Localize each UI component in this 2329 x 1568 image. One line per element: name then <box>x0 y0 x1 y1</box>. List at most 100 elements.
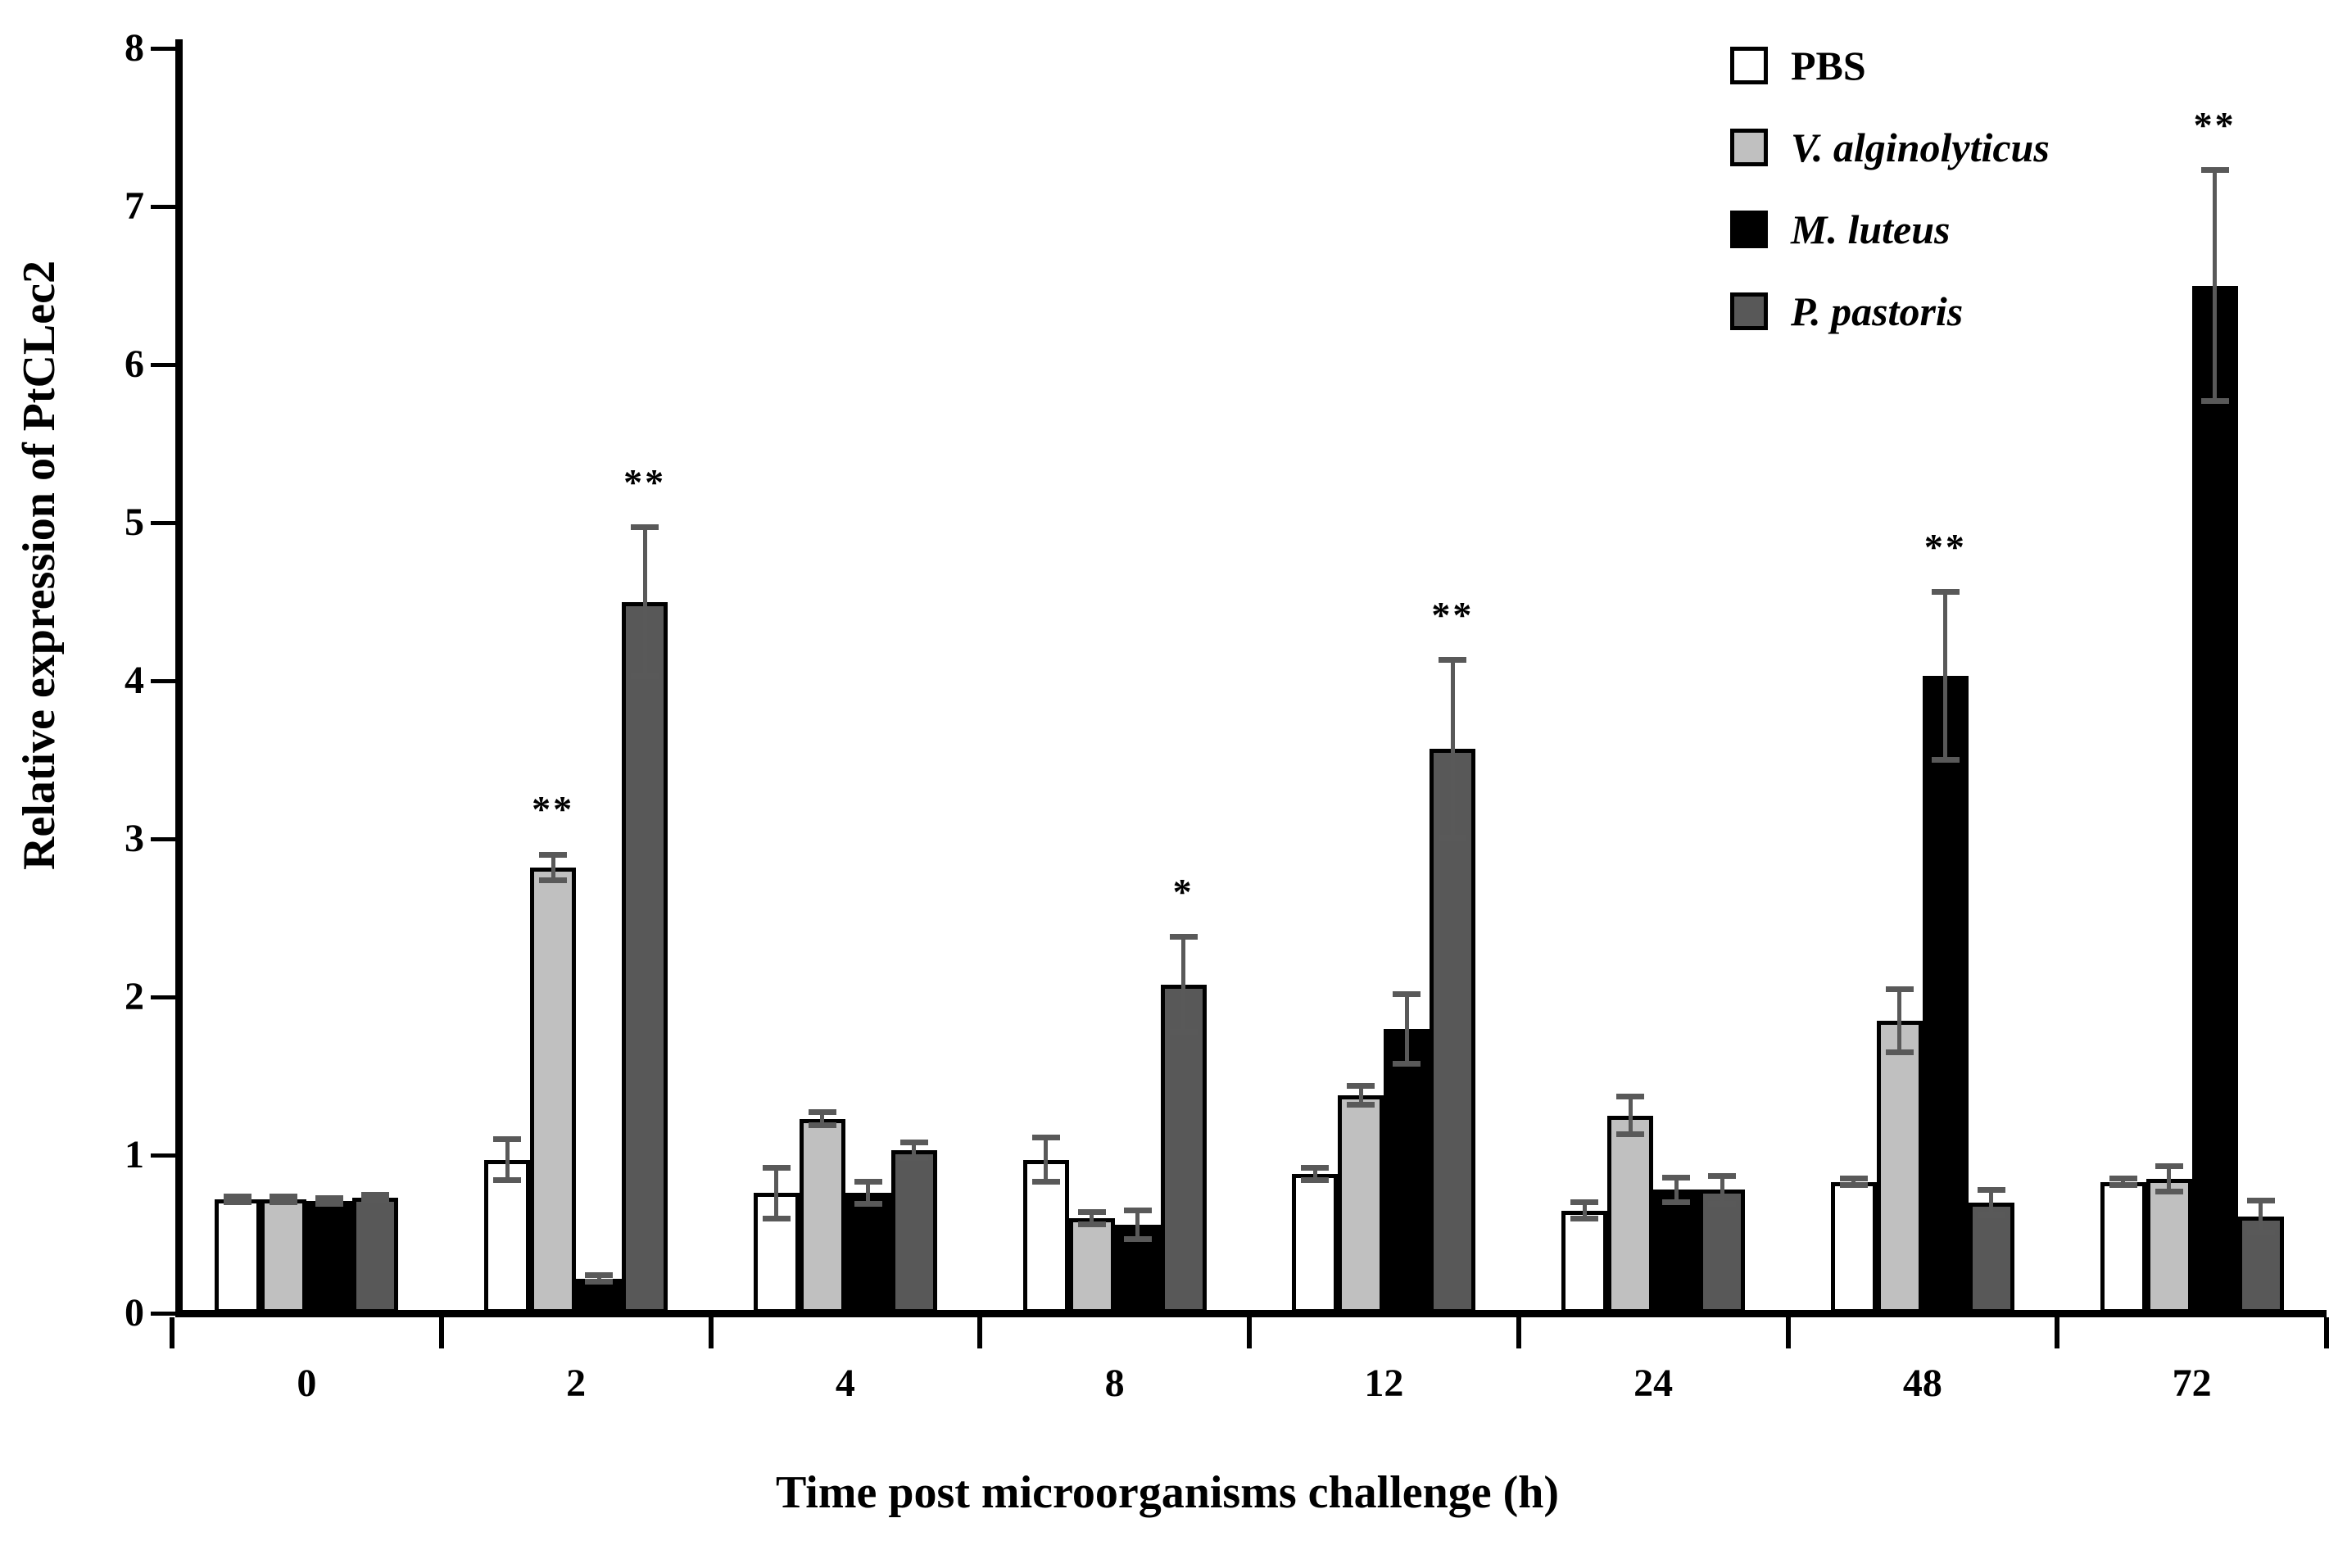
error-bar <box>2121 1178 2126 1185</box>
x-axis-title-text: Time post microorganisms challenge (h) <box>775 1467 1560 1518</box>
error-bar-cap <box>899 1140 928 1146</box>
error-bar <box>596 1275 601 1282</box>
significance-marker: ** <box>2193 103 2236 146</box>
significance-marker: * <box>1172 870 1194 913</box>
error-bar-cap <box>1885 986 1914 992</box>
error-bar-cap <box>2246 1198 2275 1204</box>
error-bar-cap <box>1031 1179 1060 1185</box>
error-bar-cap <box>1301 1177 1330 1184</box>
x-tick-label: 0 <box>297 1362 317 1405</box>
error-bar-cap <box>854 1179 882 1185</box>
bar-m-luteus-72h <box>2191 285 2238 1313</box>
error-bar <box>281 1196 286 1203</box>
error-bar <box>1897 989 1902 1053</box>
y-axis-line <box>175 39 183 1317</box>
error-bar-cap <box>1439 834 1467 841</box>
error-bar <box>1450 659 1455 838</box>
error-bar-cap <box>270 1199 298 1206</box>
bar-pbs-24h <box>1561 1210 1608 1313</box>
error-bar <box>327 1198 332 1204</box>
x-tick <box>1516 1317 1521 1348</box>
error-bar-cap <box>1123 1235 1152 1242</box>
error-bar <box>1358 1085 1363 1105</box>
error-bar-cap <box>2200 167 2229 174</box>
error-bar-cap <box>1393 990 1421 997</box>
significance-marker: ** <box>532 788 575 831</box>
x-tick-label: 24 <box>1633 1362 1674 1405</box>
y-tick-label: 6 <box>125 342 144 386</box>
error-bar-cap <box>585 1272 614 1279</box>
x-tick <box>170 1317 174 1348</box>
y-tick-label: 8 <box>125 26 144 70</box>
bar-v-alginolyticus-12h <box>1338 1094 1384 1313</box>
y-tick <box>151 46 175 51</box>
bar-pbs-72h <box>2100 1181 2146 1313</box>
bar-pbs-0h <box>215 1199 261 1313</box>
bar-pbs-2h <box>484 1159 531 1313</box>
error-bar-cap <box>631 524 659 531</box>
y-tick <box>151 1153 175 1158</box>
x-tick <box>438 1317 444 1348</box>
error-bar-cap <box>1439 657 1467 664</box>
error-bar <box>1181 936 1186 1032</box>
error-bar-cap <box>539 851 568 858</box>
bar-p-pastoris-48h <box>1968 1202 2014 1313</box>
bar-v-alginolyticus-0h <box>261 1199 307 1313</box>
bar-p-pastoris-4h <box>890 1150 937 1313</box>
y-tick-label: 0 <box>125 1291 144 1335</box>
error-bar-cap <box>1616 1094 1645 1100</box>
error-bar-cap <box>224 1193 252 1199</box>
x-tick <box>1785 1317 1791 1348</box>
y-tick <box>151 678 175 683</box>
x-tick <box>1247 1317 1252 1348</box>
bar-v-alginolyticus-2h <box>530 867 577 1313</box>
error-bar <box>1582 1202 1587 1219</box>
error-bar <box>1720 1176 1724 1204</box>
significance-marker: ** <box>623 460 667 503</box>
legend-item-v-alginolyticus: V. alginolyticus <box>1730 106 2050 188</box>
error-bar <box>373 1194 378 1201</box>
error-bar <box>1090 1212 1094 1225</box>
legend-item-p-pastoris: P. pastoris <box>1730 270 2050 352</box>
legend: PBS V. alginolyticus M. luteus P. pastoris <box>1730 25 2050 352</box>
error-bar-cap <box>224 1199 252 1206</box>
bar-v-alginolyticus-4h <box>799 1118 845 1313</box>
error-bar-cap <box>1169 934 1198 940</box>
error-bar-cap <box>1977 1212 2005 1218</box>
error-bar-cap <box>762 1215 791 1221</box>
legend-item-pbs: PBS <box>1730 25 2050 106</box>
error-bar <box>1943 591 1948 760</box>
x-tick-label: 2 <box>566 1362 587 1405</box>
bar-p-pastoris-8h <box>1160 984 1207 1313</box>
y-tick-label: 4 <box>125 659 144 702</box>
error-bar-cap <box>585 1278 614 1285</box>
error-bar-cap <box>1931 757 1960 763</box>
error-bar-cap <box>1347 1101 1375 1108</box>
error-bar-cap <box>1301 1164 1330 1171</box>
error-bar-cap <box>1708 1201 1737 1208</box>
error-bar-cap <box>493 1177 522 1184</box>
error-bar <box>1674 1177 1679 1203</box>
y-tick-label: 5 <box>125 501 144 544</box>
y-tick-label: 2 <box>125 975 144 1018</box>
y-tick <box>151 836 175 841</box>
significance-marker: ** <box>1923 525 1967 568</box>
error-bar-cap <box>1885 1049 1914 1056</box>
legend-item-m-luteus: M. luteus <box>1730 188 2050 270</box>
x-tick-label: 48 <box>1902 1362 1942 1405</box>
error-bar-cap <box>315 1201 344 1208</box>
bar-pbs-48h <box>1830 1181 1877 1313</box>
error-bar-cap <box>854 1201 882 1208</box>
error-bar-cap <box>808 1109 836 1116</box>
error-bar-cap <box>2200 397 2229 404</box>
bar-v-alginolyticus-24h <box>1607 1115 1654 1313</box>
error-bar-cap <box>315 1194 344 1201</box>
error-bar-cap <box>631 673 659 679</box>
legend-label: PBS <box>1791 43 1866 88</box>
x-tick-label: 8 <box>1104 1362 1125 1405</box>
error-bar-cap <box>1662 1199 1691 1206</box>
error-bar-cap <box>539 877 568 883</box>
error-bar-cap <box>2109 1176 2137 1182</box>
y-tick <box>151 362 175 367</box>
error-bar-cap <box>361 1191 390 1198</box>
